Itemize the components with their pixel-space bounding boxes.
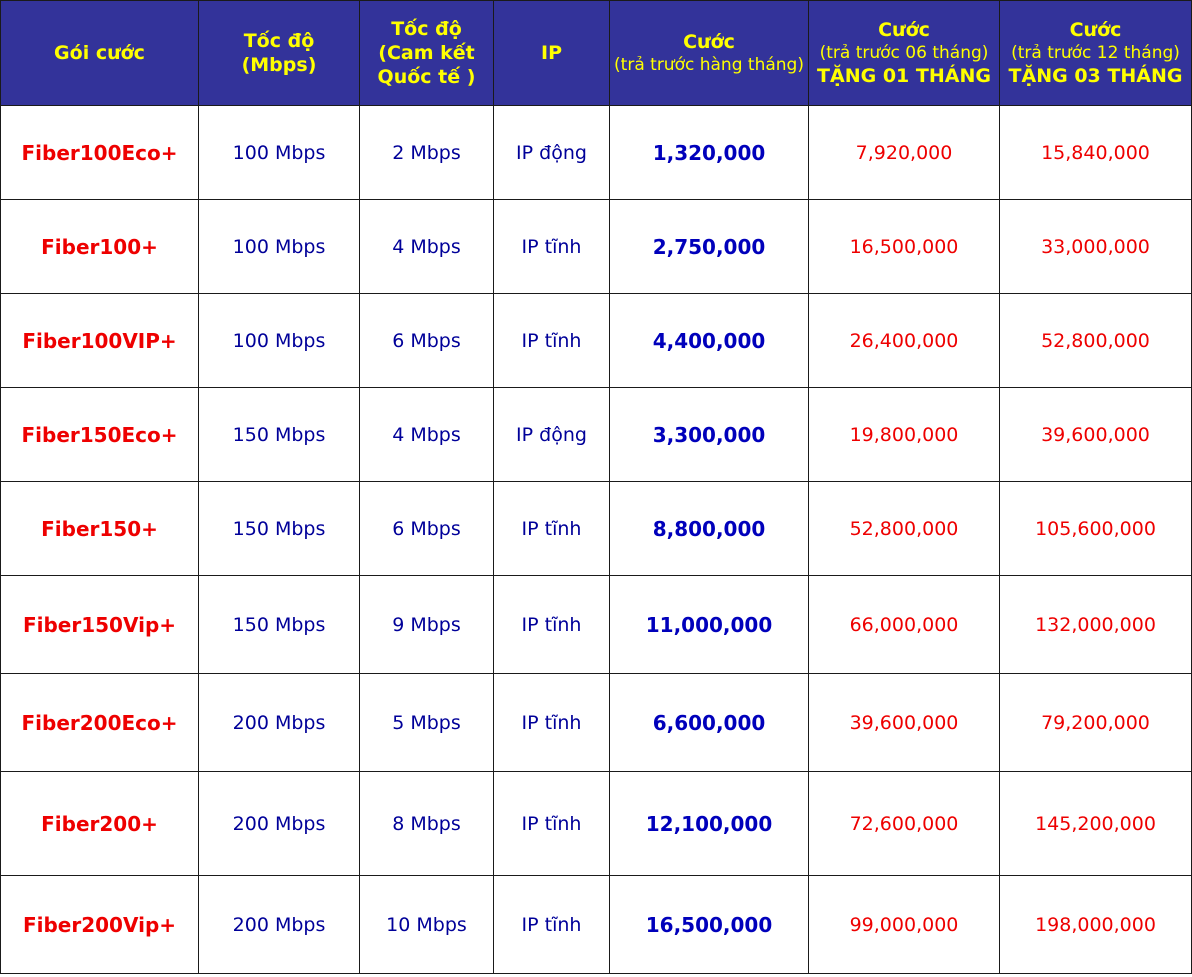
header-prepay-6: Cước (trả trước 06 tháng) TẶNG 01 THÁNG xyxy=(808,0,1000,106)
package-cell: Fiber100+ xyxy=(0,199,199,294)
prepay-12-cell: 198,000,000 xyxy=(999,875,1192,974)
prepay-6-cell: 66,000,000 xyxy=(808,575,1000,674)
table-row: Fiber100+ 100 Mbps 4 Mbps IP tĩnh 2,750,… xyxy=(0,199,1192,294)
speed-cell: 200 Mbps xyxy=(198,673,360,772)
table-row: Fiber150Eco+ 150 Mbps 4 Mbps IP động 3,3… xyxy=(0,387,1192,482)
table-row: Fiber150+ 150 Mbps 6 Mbps IP tĩnh 8,800,… xyxy=(0,481,1192,576)
package-cell: Fiber150+ xyxy=(0,481,199,576)
ip-cell: IP tĩnh xyxy=(493,875,610,974)
table-body: Fiber100Eco+ 100 Mbps 2 Mbps IP động 1,3… xyxy=(0,105,1192,974)
monthly-price-cell: 16,500,000 xyxy=(609,875,809,974)
ip-cell: IP động xyxy=(493,387,610,482)
monthly-price-cell: 2,750,000 xyxy=(609,199,809,294)
ip-cell: IP tĩnh xyxy=(493,199,610,294)
intl-speed-cell: 5 Mbps xyxy=(359,673,494,772)
ip-cell: IP tĩnh xyxy=(493,293,610,388)
speed-cell: 100 Mbps xyxy=(198,293,360,388)
monthly-price-cell: 3,300,000 xyxy=(609,387,809,482)
header-pre12-title: Cước xyxy=(1069,19,1122,41)
header-intl-line3: Quốc tế ) xyxy=(377,66,476,88)
package-cell: Fiber100Eco+ xyxy=(0,105,199,200)
ip-cell: IP tĩnh xyxy=(493,575,610,674)
prepay-6-cell: 39,600,000 xyxy=(808,673,1000,772)
intl-speed-cell: 4 Mbps xyxy=(359,387,494,482)
prepay-12-cell: 15,840,000 xyxy=(999,105,1192,200)
monthly-price-cell: 1,320,000 xyxy=(609,105,809,200)
intl-speed-cell: 10 Mbps xyxy=(359,875,494,974)
speed-cell: 100 Mbps xyxy=(198,105,360,200)
header-intl-line1: Tốc độ xyxy=(391,18,462,40)
header-intl-speed: Tốc độ (Cam kết Quốc tế ) xyxy=(359,0,494,106)
prepay-12-cell: 79,200,000 xyxy=(999,673,1192,772)
header-pre12-bonus: TẶNG 03 THÁNG xyxy=(1008,65,1183,87)
ip-cell: IP tĩnh xyxy=(493,481,610,576)
ip-cell: IP tĩnh xyxy=(493,673,610,772)
speed-cell: 200 Mbps xyxy=(198,875,360,974)
table-header: Gói cước Tốc độ (Mbps) Tốc độ (Cam kết Q… xyxy=(0,0,1192,106)
table-row: Fiber100VIP+ 100 Mbps 6 Mbps IP tĩnh 4,4… xyxy=(0,293,1192,388)
monthly-price-cell: 12,100,000 xyxy=(609,771,809,876)
speed-cell: 150 Mbps xyxy=(198,575,360,674)
prepay-12-cell: 105,600,000 xyxy=(999,481,1192,576)
header-monthly-title: Cước xyxy=(683,31,735,53)
header-monthly-sub: (trả trước hàng tháng) xyxy=(614,55,804,75)
prepay-6-cell: 99,000,000 xyxy=(808,875,1000,974)
package-cell: Fiber150Eco+ xyxy=(0,387,199,482)
header-speed-line1: Tốc độ xyxy=(243,30,315,52)
prepay-6-cell: 19,800,000 xyxy=(808,387,1000,482)
monthly-price-cell: 11,000,000 xyxy=(609,575,809,674)
prepay-6-cell: 7,920,000 xyxy=(808,105,1000,200)
package-cell: Fiber200+ xyxy=(0,771,199,876)
table-row: Fiber100Eco+ 100 Mbps 2 Mbps IP động 1,3… xyxy=(0,105,1192,200)
header-speed-line2: (Mbps) xyxy=(241,54,317,76)
intl-speed-cell: 9 Mbps xyxy=(359,575,494,674)
prepay-12-cell: 33,000,000 xyxy=(999,199,1192,294)
table-row: Fiber150Vip+ 150 Mbps 9 Mbps IP tĩnh 11,… xyxy=(0,575,1192,674)
package-cell: Fiber150Vip+ xyxy=(0,575,199,674)
header-package: Gói cước xyxy=(0,0,199,106)
intl-speed-cell: 6 Mbps xyxy=(359,481,494,576)
table-row: Fiber200+ 200 Mbps 8 Mbps IP tĩnh 12,100… xyxy=(0,771,1192,876)
speed-cell: 100 Mbps xyxy=(198,199,360,294)
prepay-6-cell: 16,500,000 xyxy=(808,199,1000,294)
header-prepay-12: Cước (trả trước 12 tháng) TẶNG 03 THÁNG xyxy=(999,0,1192,106)
header-ip: IP xyxy=(493,0,610,106)
intl-speed-cell: 2 Mbps xyxy=(359,105,494,200)
header-ip-label: IP xyxy=(541,42,562,64)
prepay-12-cell: 132,000,000 xyxy=(999,575,1192,674)
ip-cell: IP động xyxy=(493,105,610,200)
intl-speed-cell: 6 Mbps xyxy=(359,293,494,388)
intl-speed-cell: 8 Mbps xyxy=(359,771,494,876)
header-row: Gói cước Tốc độ (Mbps) Tốc độ (Cam kết Q… xyxy=(0,0,1192,106)
prepay-12-cell: 39,600,000 xyxy=(999,387,1192,482)
header-package-label: Gói cước xyxy=(54,42,145,64)
package-cell: Fiber200Vip+ xyxy=(0,875,199,974)
prepay-6-cell: 26,400,000 xyxy=(808,293,1000,388)
header-speed: Tốc độ (Mbps) xyxy=(198,0,360,106)
speed-cell: 200 Mbps xyxy=(198,771,360,876)
monthly-price-cell: 8,800,000 xyxy=(609,481,809,576)
monthly-price-cell: 4,400,000 xyxy=(609,293,809,388)
header-pre6-bonus: TẶNG 01 THÁNG xyxy=(817,65,991,87)
header-monthly: Cước (trả trước hàng tháng) xyxy=(609,0,809,106)
monthly-price-cell: 6,600,000 xyxy=(609,673,809,772)
prepay-12-cell: 52,800,000 xyxy=(999,293,1192,388)
package-cell: Fiber200Eco+ xyxy=(0,673,199,772)
header-pre6-sub: (trả trước 06 tháng) xyxy=(819,43,989,63)
header-pre12-sub: (trả trước 12 tháng) xyxy=(1011,43,1180,63)
package-cell: Fiber100VIP+ xyxy=(0,293,199,388)
speed-cell: 150 Mbps xyxy=(198,481,360,576)
prepay-6-cell: 72,600,000 xyxy=(808,771,1000,876)
prepay-6-cell: 52,800,000 xyxy=(808,481,1000,576)
table-row: Fiber200Vip+ 200 Mbps 10 Mbps IP tĩnh 16… xyxy=(0,875,1192,974)
intl-speed-cell: 4 Mbps xyxy=(359,199,494,294)
table-row: Fiber200Eco+ 200 Mbps 5 Mbps IP tĩnh 6,6… xyxy=(0,673,1192,772)
prepay-12-cell: 145,200,000 xyxy=(999,771,1192,876)
header-intl-line2: (Cam kết xyxy=(378,42,475,64)
speed-cell: 150 Mbps xyxy=(198,387,360,482)
ip-cell: IP tĩnh xyxy=(493,771,610,876)
header-pre6-title: Cước xyxy=(878,19,930,41)
